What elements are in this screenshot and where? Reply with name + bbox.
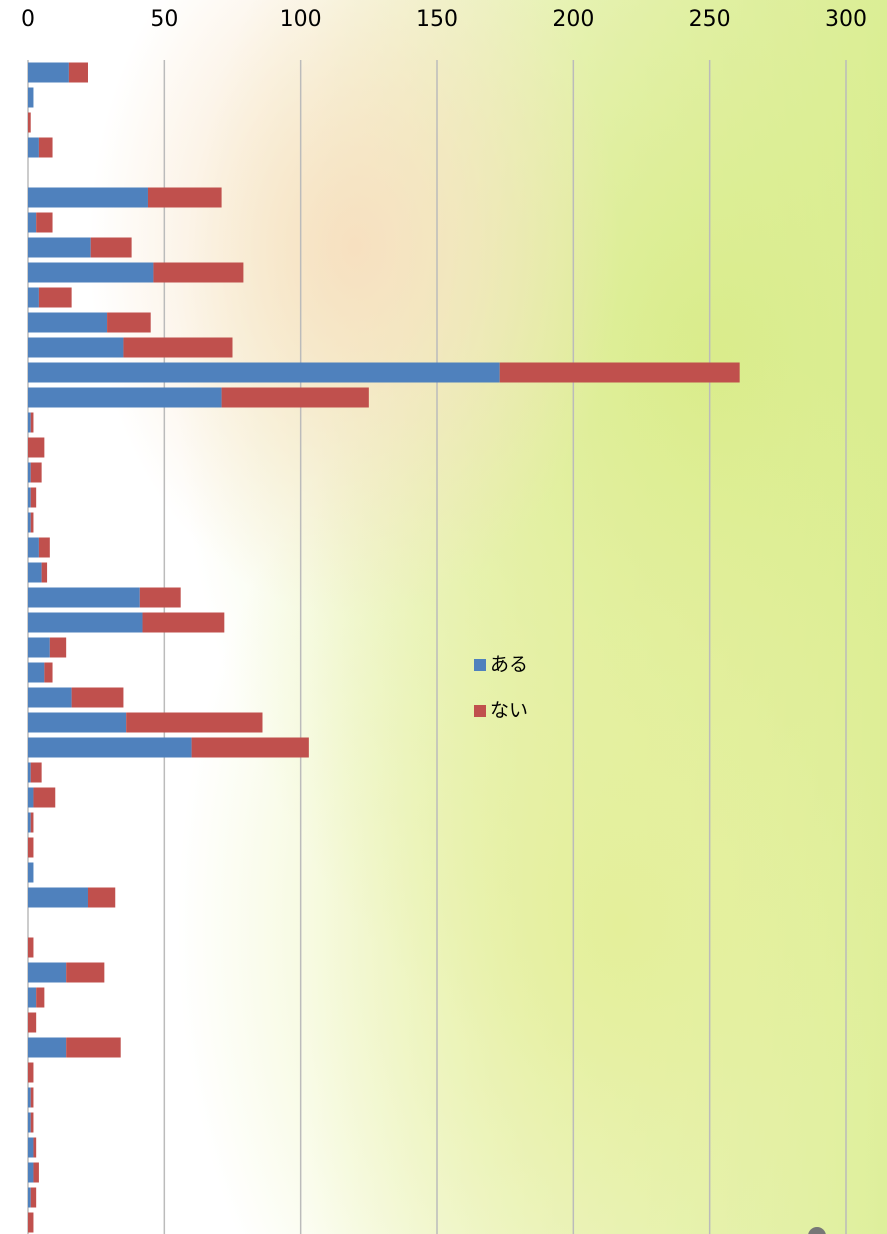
bar <box>28 262 154 283</box>
bar <box>71 687 124 708</box>
bar <box>28 837 34 858</box>
bar <box>30 762 42 783</box>
bar <box>28 462 31 483</box>
legend-label: ある <box>490 654 528 676</box>
bar <box>28 512 31 533</box>
bar <box>41 562 48 583</box>
x-tick-label: 200 <box>552 7 594 32</box>
bar <box>30 462 42 483</box>
bar <box>28 1112 31 1133</box>
bar <box>28 337 124 358</box>
bar <box>28 212 37 233</box>
x-tick-label: 250 <box>689 7 731 32</box>
bar <box>28 487 31 508</box>
bar <box>30 412 34 433</box>
bar <box>191 737 309 758</box>
bar <box>28 87 34 108</box>
bar <box>38 287 72 308</box>
bar <box>68 62 88 83</box>
bar <box>28 537 39 558</box>
bar <box>126 712 263 733</box>
bar <box>147 187 222 208</box>
bar <box>28 1212 34 1233</box>
bar <box>28 937 34 958</box>
bar <box>66 962 105 983</box>
bar <box>28 712 127 733</box>
bar <box>33 787 56 808</box>
bar <box>221 387 369 408</box>
bar <box>123 337 233 358</box>
bar <box>28 287 39 308</box>
bar <box>28 62 69 83</box>
bar <box>28 1162 34 1183</box>
bar <box>28 737 192 758</box>
bar <box>139 587 181 608</box>
bar <box>28 1062 34 1083</box>
bar <box>36 987 45 1008</box>
bar <box>28 187 148 208</box>
legend-swatch <box>474 705 486 717</box>
bar <box>30 812 34 833</box>
bar <box>28 987 37 1008</box>
bar <box>28 137 39 158</box>
bar <box>28 887 88 908</box>
bar <box>30 487 37 508</box>
bar <box>28 587 140 608</box>
bar <box>38 537 50 558</box>
bar <box>28 412 31 433</box>
bar <box>28 787 34 808</box>
bar <box>30 512 34 533</box>
bar <box>28 437 45 458</box>
x-tick-label: 300 <box>825 7 867 32</box>
x-tick-label: 0 <box>21 7 35 32</box>
bar <box>33 1137 37 1158</box>
bar <box>107 312 151 333</box>
bar <box>28 237 91 258</box>
bar <box>28 637 50 658</box>
bar <box>153 262 244 283</box>
bar <box>28 862 34 883</box>
bar <box>38 137 53 158</box>
bar <box>499 362 740 383</box>
bar <box>28 962 67 983</box>
bar <box>28 612 143 633</box>
bar <box>28 112 31 133</box>
bar <box>28 762 31 783</box>
x-tick-label: 50 <box>150 7 178 32</box>
bar <box>90 237 132 258</box>
bar <box>49 637 67 658</box>
bar <box>30 1112 34 1133</box>
x-tick-label: 100 <box>280 7 322 32</box>
bar <box>87 887 116 908</box>
bar <box>28 1037 67 1058</box>
bar <box>30 1187 37 1208</box>
bar <box>28 1087 31 1108</box>
bar <box>44 662 53 683</box>
scroll-handle <box>808 1227 826 1234</box>
legend-label: ない <box>490 700 528 722</box>
bar <box>28 1187 31 1208</box>
legend-swatch <box>474 659 486 671</box>
bar <box>28 812 31 833</box>
bar <box>28 312 108 333</box>
bar <box>28 562 42 583</box>
bar <box>28 362 500 383</box>
bar <box>36 212 53 233</box>
bar <box>28 662 45 683</box>
bar <box>30 1087 34 1108</box>
bar <box>33 1162 39 1183</box>
x-tick-label: 150 <box>416 7 458 32</box>
bar <box>28 1137 34 1158</box>
bar <box>66 1037 121 1058</box>
bar <box>28 387 222 408</box>
bar <box>28 687 72 708</box>
bar <box>142 612 225 633</box>
bar <box>28 1012 37 1033</box>
